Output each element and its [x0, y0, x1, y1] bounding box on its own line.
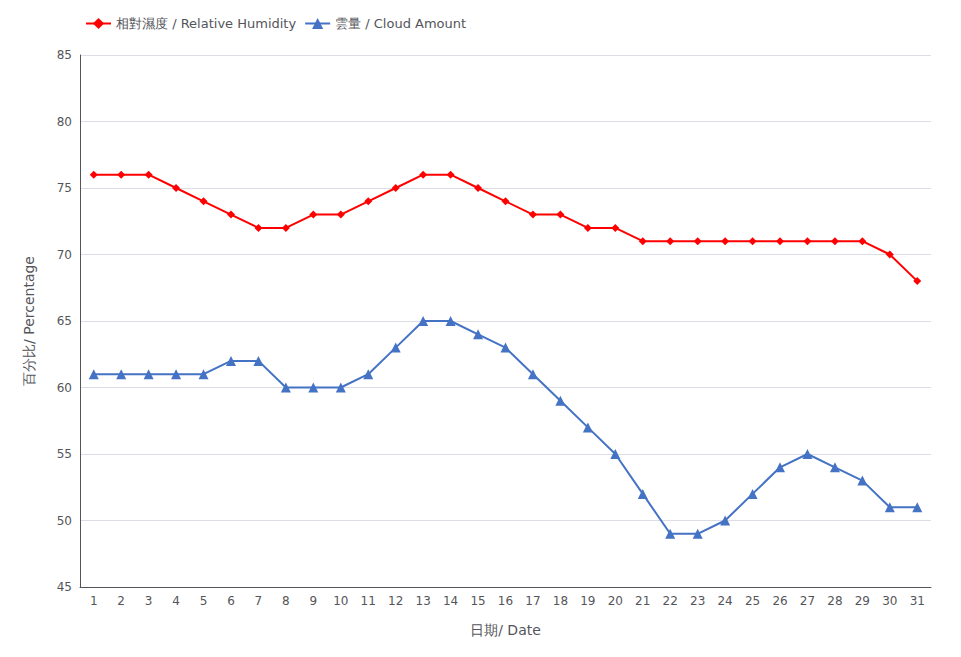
- svg-text:30: 30: [882, 594, 897, 608]
- svg-text:7: 7: [255, 594, 263, 608]
- svg-text:5: 5: [200, 594, 208, 608]
- svg-text:21: 21: [635, 594, 650, 608]
- svg-text:27: 27: [800, 594, 815, 608]
- svg-text:60: 60: [57, 381, 72, 395]
- svg-text:18: 18: [553, 594, 568, 608]
- svg-text:28: 28: [827, 594, 842, 608]
- svg-text:50: 50: [57, 514, 72, 528]
- svg-text:百分比/ Percentage: 百分比/ Percentage: [21, 256, 37, 386]
- svg-text:相對濕度 / Relative Humidity: 相對濕度 / Relative Humidity: [116, 16, 296, 31]
- svg-text:20: 20: [608, 594, 623, 608]
- svg-text:31: 31: [910, 594, 925, 608]
- svg-text:13: 13: [416, 594, 431, 608]
- svg-text:24: 24: [717, 594, 732, 608]
- svg-text:3: 3: [145, 594, 153, 608]
- svg-text:70: 70: [57, 248, 72, 262]
- svg-text:2: 2: [117, 594, 125, 608]
- svg-text:80: 80: [57, 115, 72, 129]
- svg-text:日期/ Date: 日期/ Date: [470, 622, 541, 638]
- svg-text:雲量 / Cloud Amount: 雲量 / Cloud Amount: [335, 16, 466, 31]
- svg-text:85: 85: [57, 48, 72, 62]
- svg-text:12: 12: [388, 594, 403, 608]
- svg-text:16: 16: [498, 594, 513, 608]
- svg-text:8: 8: [282, 594, 290, 608]
- svg-text:14: 14: [443, 594, 458, 608]
- svg-text:22: 22: [663, 594, 678, 608]
- svg-text:26: 26: [772, 594, 787, 608]
- svg-text:19: 19: [580, 594, 595, 608]
- svg-text:25: 25: [745, 594, 760, 608]
- svg-text:45: 45: [57, 580, 72, 594]
- svg-text:15: 15: [470, 594, 485, 608]
- svg-text:6: 6: [227, 594, 235, 608]
- svg-text:65: 65: [57, 314, 72, 328]
- svg-text:17: 17: [525, 594, 540, 608]
- svg-text:75: 75: [57, 181, 72, 195]
- svg-text:9: 9: [310, 594, 318, 608]
- svg-text:1: 1: [90, 594, 98, 608]
- svg-text:23: 23: [690, 594, 705, 608]
- svg-text:55: 55: [57, 447, 72, 461]
- svg-text:11: 11: [361, 594, 376, 608]
- svg-text:4: 4: [172, 594, 180, 608]
- svg-text:10: 10: [333, 594, 348, 608]
- svg-text:29: 29: [855, 594, 870, 608]
